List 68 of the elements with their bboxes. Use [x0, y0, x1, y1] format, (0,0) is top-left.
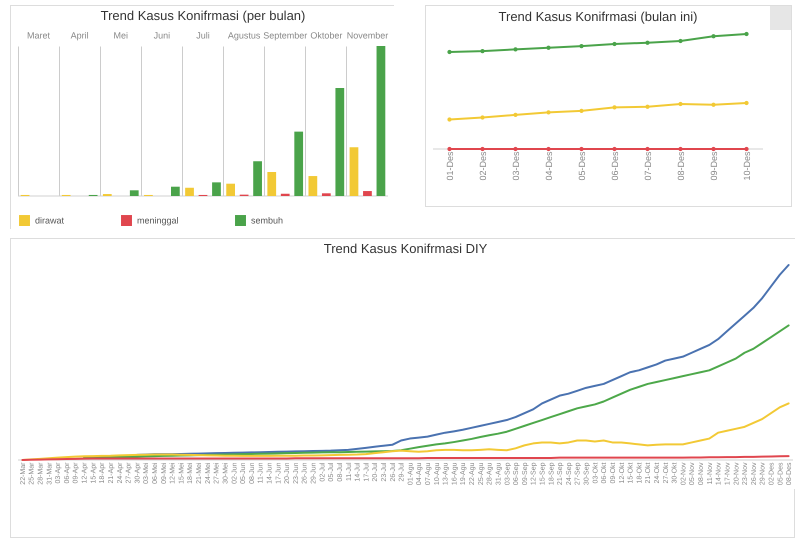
x-tick-label: November: [346, 30, 388, 40]
x-tick-label: 05-Des: [577, 151, 587, 181]
legend-label: dirawat: [35, 216, 65, 226]
x-tick-label: 08-Des: [676, 151, 686, 181]
point: [645, 146, 650, 152]
point: [612, 146, 617, 152]
x-tick-label: 02-Des: [478, 151, 488, 181]
point: [711, 102, 716, 107]
point: [447, 50, 452, 54]
bar: [363, 191, 372, 196]
point: [579, 108, 584, 113]
point: [744, 146, 749, 152]
legend-label: sembuh: [251, 216, 284, 226]
x-tick-label: 07-Des: [643, 151, 653, 181]
point: [546, 110, 551, 115]
point: [513, 146, 518, 152]
bar: [226, 184, 236, 196]
x-tick-label: Oktober: [310, 30, 342, 40]
point: [480, 49, 485, 54]
point: [612, 42, 617, 46]
bar: [130, 190, 139, 196]
point: [513, 47, 518, 52]
bar: [267, 172, 276, 196]
point: [579, 146, 584, 152]
x-tick-label: 06-Des: [610, 151, 620, 181]
point: [711, 146, 716, 152]
bar: [350, 147, 358, 196]
point: [711, 34, 716, 38]
x-tick-label: Juli: [196, 30, 210, 40]
point: [546, 146, 551, 152]
x-tick-label: Agustus: [228, 30, 261, 40]
point: [744, 32, 749, 36]
x-tick-label: Juni: [154, 30, 170, 40]
x-tick-label: 04-Des: [544, 151, 554, 181]
point: [579, 44, 584, 48]
point: [645, 104, 650, 109]
x-tick-label: 03-Des: [511, 151, 521, 181]
point: [447, 117, 452, 122]
point: [678, 38, 683, 44]
bar: [170, 186, 180, 196]
x-tick-label: September: [263, 30, 308, 40]
point: [678, 102, 683, 106]
point: [513, 112, 518, 117]
x-tick-label: 10-Des: [742, 151, 752, 181]
point: [612, 105, 617, 110]
bar: [335, 88, 344, 196]
bar: [308, 176, 318, 196]
bar: [212, 182, 221, 196]
point: [645, 40, 650, 45]
x-tick-label: Maret: [27, 30, 51, 40]
point: [447, 146, 452, 152]
bar: [294, 132, 304, 196]
legend-label: meninggal: [137, 216, 179, 226]
point: [480, 146, 485, 152]
x-tick-label: Mei: [114, 30, 128, 40]
point: [744, 100, 749, 106]
x-tick-label: 09-Des: [709, 151, 719, 181]
chart-title: Trend Kasus Konifrmasi (bulan ini): [498, 8, 698, 24]
x-tick-label: 01-Des: [445, 151, 455, 181]
point: [546, 46, 551, 50]
bar: [376, 46, 386, 196]
chart-title: Trend Kasus Konifrmasi DIY: [324, 241, 488, 256]
chart-title: Trend Kasus Konifrmasi (per bulan): [100, 8, 306, 23]
bar: [253, 161, 262, 196]
x-tick-label: April: [70, 30, 89, 40]
bar: [185, 188, 194, 196]
point: [678, 146, 683, 152]
point: [480, 115, 485, 120]
